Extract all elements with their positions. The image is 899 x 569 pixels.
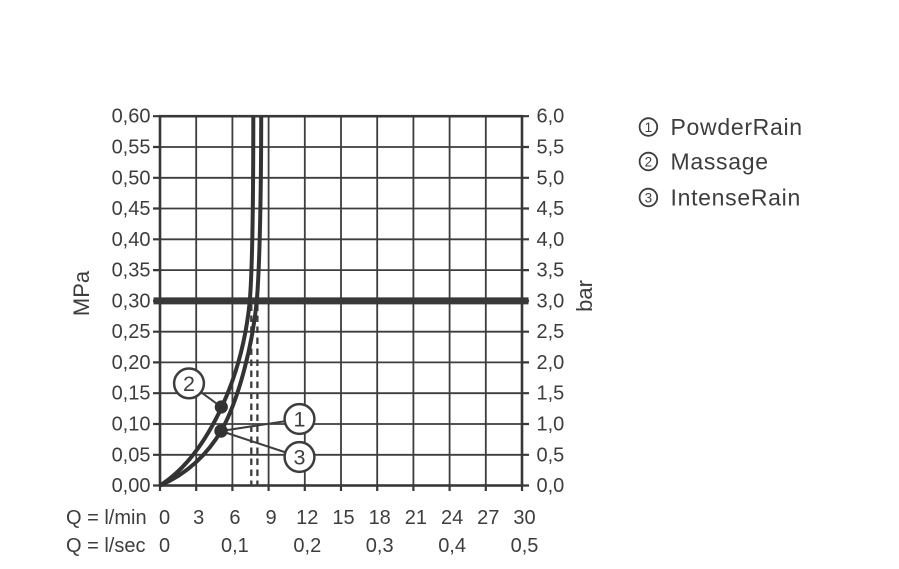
- svg-text:Q = l/min: Q = l/min: [66, 507, 147, 529]
- svg-text:0,5: 0,5: [511, 535, 539, 557]
- svg-text:1: 1: [645, 120, 653, 135]
- svg-text:0,30: 0,30: [112, 290, 151, 312]
- svg-text:0,3: 0,3: [366, 535, 394, 557]
- svg-text:3: 3: [193, 507, 204, 529]
- svg-text:30: 30: [513, 507, 535, 529]
- svg-text:6,0: 6,0: [537, 106, 565, 128]
- svg-text:Massage: Massage: [671, 149, 769, 175]
- svg-text:2,5: 2,5: [537, 321, 565, 343]
- svg-text:1,0: 1,0: [537, 414, 565, 436]
- svg-text:0,20: 0,20: [112, 352, 151, 374]
- svg-text:0,25: 0,25: [112, 321, 151, 343]
- svg-text:0,10: 0,10: [112, 414, 151, 436]
- svg-text:MPa: MPa: [69, 270, 94, 316]
- svg-text:0,00: 0,00: [112, 475, 151, 497]
- svg-text:2,0: 2,0: [537, 352, 565, 374]
- svg-text:5,5: 5,5: [537, 137, 565, 159]
- svg-text:12: 12: [296, 507, 318, 529]
- svg-text:0,45: 0,45: [112, 198, 151, 220]
- svg-text:2: 2: [645, 154, 653, 169]
- svg-text:1,5: 1,5: [537, 383, 565, 405]
- svg-text:27: 27: [477, 507, 499, 529]
- svg-text:3: 3: [294, 446, 306, 470]
- svg-text:9: 9: [266, 507, 277, 529]
- svg-text:0,05: 0,05: [112, 444, 151, 466]
- svg-text:0,5: 0,5: [537, 444, 565, 466]
- svg-text:21: 21: [405, 507, 427, 529]
- svg-text:0: 0: [159, 507, 170, 529]
- svg-text:2: 2: [183, 372, 195, 396]
- svg-text:Q = l/sec: Q = l/sec: [66, 535, 145, 557]
- svg-text:0,0: 0,0: [537, 475, 565, 497]
- svg-text:4,5: 4,5: [537, 198, 565, 220]
- svg-text:3,0: 3,0: [537, 290, 565, 312]
- svg-text:PowderRain: PowderRain: [671, 114, 803, 140]
- svg-text:0,35: 0,35: [112, 260, 151, 282]
- svg-text:3: 3: [645, 190, 653, 205]
- svg-text:0,15: 0,15: [112, 383, 151, 405]
- svg-text:0: 0: [159, 535, 170, 557]
- svg-text:0,2: 0,2: [293, 535, 321, 557]
- svg-text:0,40: 0,40: [112, 229, 151, 251]
- svg-text:IntenseRain: IntenseRain: [671, 185, 801, 211]
- svg-text:6: 6: [229, 507, 240, 529]
- svg-text:24: 24: [441, 507, 463, 529]
- svg-text:0,4: 0,4: [438, 535, 466, 557]
- svg-text:0,60: 0,60: [112, 106, 151, 128]
- svg-text:3,5: 3,5: [537, 260, 565, 282]
- svg-text:0,1: 0,1: [221, 535, 249, 557]
- svg-text:0,55: 0,55: [112, 137, 151, 159]
- svg-text:18: 18: [369, 507, 391, 529]
- svg-text:4,0: 4,0: [537, 229, 565, 251]
- svg-text:5,0: 5,0: [537, 167, 565, 189]
- svg-text:bar: bar: [572, 280, 597, 312]
- svg-text:15: 15: [332, 507, 354, 529]
- svg-text:0,50: 0,50: [112, 167, 151, 189]
- svg-text:1: 1: [294, 408, 306, 432]
